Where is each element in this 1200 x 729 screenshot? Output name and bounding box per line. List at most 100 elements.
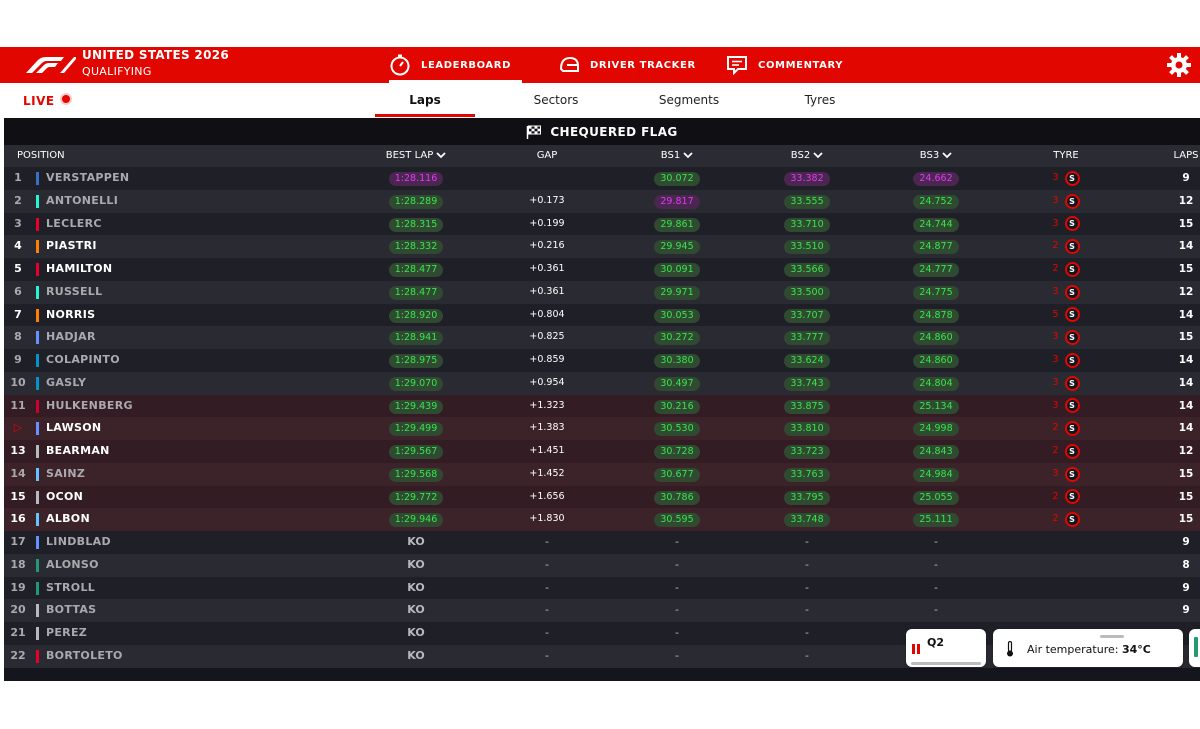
laps-value: 12 bbox=[1178, 194, 1194, 207]
driver-name[interactable]: LAWSON bbox=[46, 421, 102, 435]
bs1-value: - bbox=[675, 557, 679, 571]
best-lap-time: 1:28.116 bbox=[388, 172, 444, 186]
table-row[interactable]: ▷ LAWSON 1:29.499 +1.383 30.530 33.810 24.998 2… bbox=[4, 417, 1200, 440]
tab-tyres[interactable]: Tyres bbox=[804, 93, 836, 107]
driver-name[interactable]: HAMILTON bbox=[46, 262, 113, 275]
best-lap-cell: 1:29.499 bbox=[366, 417, 466, 440]
bs1-cell: 30.380 bbox=[627, 349, 727, 372]
table-row[interactable]: 8 HADJAR 1:28.941 +0.825 30.272 33.777 24.860 3… bbox=[4, 326, 1200, 349]
table-row[interactable]: 11 HULKENBERG 1:29.439 +1.323 30.216 33.875 25… bbox=[4, 394, 1200, 418]
driver-name[interactable]: GASLY bbox=[46, 375, 87, 389]
bs2-cell: 33.566 bbox=[757, 258, 857, 281]
table-row[interactable]: 6 RUSSELL 1:28.477 +0.361 29.971 33.500 24.775… bbox=[4, 280, 1200, 304]
driver-name[interactable]: BEARMAN bbox=[46, 444, 110, 457]
gap-value: - bbox=[545, 603, 549, 617]
driver-position: 21 bbox=[10, 626, 26, 639]
table-row[interactable]: 19 STROLL KO - - - - 9 bbox=[4, 576, 1200, 600]
bs1-value: 30.530 bbox=[654, 422, 700, 437]
driver-position: 9 bbox=[14, 353, 22, 366]
column-bs2[interactable]: BS2 bbox=[757, 145, 857, 167]
session-segment-widget[interactable]: Q2 bbox=[906, 629, 986, 667]
table-row[interactable]: 14 SAINZ 1:29.568 +1.452 30.677 33.763 24.984 3… bbox=[4, 462, 1200, 486]
tab-leaderboard[interactable]: LEADERBOARD bbox=[389, 47, 522, 83]
driver-name[interactable]: LECLERC bbox=[46, 216, 102, 230]
driver-name[interactable]: ALONSO bbox=[46, 557, 99, 571]
driver-name[interactable]: LINDBLAD bbox=[46, 535, 111, 548]
driver-name[interactable]: STROLL bbox=[46, 580, 96, 594]
bs1-value: 30.072 bbox=[654, 172, 700, 186]
column-laps[interactable]: LAPS bbox=[1173, 150, 1199, 161]
table-row[interactable]: 17 LINDBLAD KO - - - - 9 bbox=[4, 531, 1200, 554]
laps-value: 14 bbox=[1178, 422, 1194, 435]
bs1-value: 30.091 bbox=[654, 263, 700, 277]
best-lap-cell: 1:28.477 bbox=[366, 258, 466, 281]
table-row[interactable]: 18 ALONSO KO - - - - 8 bbox=[4, 553, 1200, 577]
tab-driver-tracker[interactable]: DRIVER TRACKER bbox=[558, 47, 696, 83]
soft-tyre-icon: S bbox=[1064, 352, 1080, 368]
driver-name[interactable]: OCON bbox=[46, 489, 84, 503]
tab-laps[interactable]: Laps bbox=[375, 83, 475, 118]
team-color-bar bbox=[36, 399, 39, 413]
table-row[interactable]: 1 VERSTAPPEN 1:28.116 30.072 33.382 24.662 3 S 9 bbox=[4, 167, 1200, 190]
driver-name[interactable]: PEREZ bbox=[46, 626, 88, 639]
drag-handle[interactable] bbox=[911, 662, 981, 665]
table-row[interactable]: 9 COLAPINTO 1:28.975 +0.859 30.380 33.624 24.8… bbox=[4, 349, 1200, 372]
driver-name[interactable]: ALBON bbox=[46, 512, 90, 526]
table-row[interactable]: 10 GASLY 1:29.070 +0.954 30.497 33.743 24.804 3… bbox=[4, 371, 1200, 395]
column-position[interactable]: POSITION bbox=[17, 150, 65, 161]
bs2-cell: - bbox=[757, 577, 857, 600]
bs2-cell: - bbox=[757, 531, 857, 554]
best-lap-ko: KO bbox=[407, 535, 425, 548]
table-row[interactable]: 7 NORRIS 1:28.920 +0.804 30.053 33.707 24.878 5… bbox=[4, 303, 1200, 327]
tab-commentary[interactable]: COMMENTARY bbox=[726, 47, 843, 83]
best-lap-time: 1:29.772 bbox=[388, 490, 444, 505]
driver-name[interactable]: BOTTAS bbox=[46, 603, 97, 617]
soft-tyre-icon: S bbox=[1064, 216, 1080, 232]
team-color-bar bbox=[36, 536, 39, 549]
table-row[interactable]: 15 OCON 1:29.772 +1.656 30.786 33.795 25.055 2 S… bbox=[4, 485, 1200, 509]
chevron-down-icon bbox=[683, 151, 693, 158]
driver-name[interactable]: BORTOLETO bbox=[46, 648, 123, 662]
table-row[interactable]: 5 HAMILTON 1:28.477 +0.361 30.091 33.566 24.77… bbox=[4, 258, 1200, 281]
driver-name[interactable]: SAINZ bbox=[46, 466, 86, 480]
column-tyre[interactable]: TYRE bbox=[1053, 150, 1079, 161]
driver-name[interactable]: NORRIS bbox=[46, 307, 96, 321]
driver-name[interactable]: PIASTRI bbox=[46, 239, 97, 253]
driver-name[interactable]: ANTONELLI bbox=[46, 193, 119, 207]
column-bs3[interactable]: BS3 bbox=[886, 145, 986, 167]
driver-name[interactable]: COLAPINTO bbox=[46, 353, 120, 366]
driver-name[interactable]: HADJAR bbox=[46, 330, 96, 344]
column-bs1[interactable]: BS1 bbox=[627, 145, 727, 167]
driver-name[interactable]: HULKENBERG bbox=[46, 398, 133, 412]
table-row[interactable]: 16 ALBON 1:29.946 +1.830 30.595 33.748 25.111 2… bbox=[4, 508, 1200, 531]
driver-name[interactable]: VERSTAPPEN bbox=[46, 171, 130, 184]
gap-value: +0.173 bbox=[529, 194, 565, 206]
table-row[interactable]: 3 LECLERC 1:28.315 +0.199 29.861 33.710 24.744… bbox=[4, 212, 1200, 236]
table-row[interactable]: 4 PIASTRI 1:28.332 +0.216 29.945 33.510 24.877… bbox=[4, 235, 1200, 258]
bs1-cell: - bbox=[627, 531, 727, 554]
table-row[interactable]: 20 BOTTAS KO - - - - 9 bbox=[4, 599, 1200, 622]
table-row[interactable]: 2 ANTONELLI 1:28.289 +0.173 29.817 33.555 24.7… bbox=[4, 189, 1200, 213]
gear-icon[interactable] bbox=[1166, 52, 1192, 78]
driver-name[interactable]: RUSSELL bbox=[46, 284, 103, 298]
bs2-cell: 33.875 bbox=[757, 395, 857, 418]
column-gap[interactable]: GAP bbox=[536, 150, 558, 161]
best-lap-cell: 1:28.315 bbox=[366, 213, 466, 236]
partial-widget[interactable] bbox=[1189, 629, 1200, 667]
tab-segments[interactable]: Segments bbox=[658, 93, 720, 107]
tab-sectors[interactable]: Sectors bbox=[533, 93, 579, 107]
thermometer-icon bbox=[1007, 641, 1013, 657]
soft-tyre-icon: S bbox=[1064, 466, 1080, 482]
drag-handle[interactable] bbox=[1100, 635, 1124, 638]
tyre-cell bbox=[1016, 531, 1116, 554]
laps-value: 14 bbox=[1178, 308, 1194, 321]
weather-widget[interactable]: Air temperature: 34°C bbox=[993, 629, 1183, 667]
column-best-lap[interactable]: BEST LAP bbox=[366, 145, 466, 167]
bs1-cell: 30.786 bbox=[627, 486, 727, 509]
table-row[interactable]: 13 BEARMAN 1:29.567 +1.451 30.728 33.723 24.84… bbox=[4, 440, 1200, 463]
